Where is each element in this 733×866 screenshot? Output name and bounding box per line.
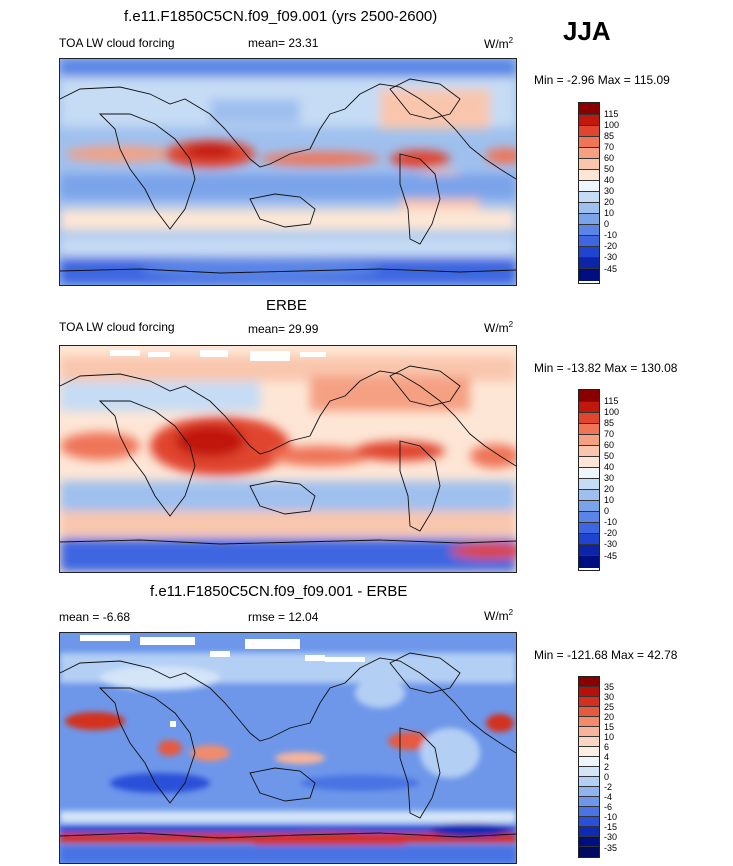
panel3-mean: mean = -6.68 [59,610,131,624]
panel2-cbar-tick: -45 [604,551,618,561]
panel2-cbar-tick: 10 [604,495,615,505]
panel1-cbar-tick: -30 [604,252,618,262]
panel3-rmse: rmse = 12.04 [248,610,319,624]
panel2-cbar-tick: 30 [604,473,615,483]
panel3-cbar-tick: 6 [604,742,610,752]
panel3-map [59,632,517,864]
season-label: JJA [563,16,611,46]
panel3-cbar-tick: -6 [604,802,613,812]
panel1-cbar-tick: 10 [604,208,615,218]
panel3-cbar-tick: -10 [604,812,618,822]
panel3-cbar-tick: -4 [604,792,613,802]
panel3-title: f.e11.F1850C5CN.f09_f09.001 - ERBE [150,583,408,600]
panel2-map-field [60,346,516,572]
panel1-cbar-tick: 70 [604,142,615,152]
panel1-map [59,58,517,286]
panel1-cbar-tick: 50 [604,164,615,174]
panel2-cbar-tick: 40 [604,462,615,472]
panel2-cbar-tick: 50 [604,451,615,461]
panel1-minmax: Min = -2.96 Max = 115.09 [534,73,670,87]
panel1-colorbar [578,102,600,284]
panel3-cbar-tick: 2 [604,762,610,772]
panel2-title: ERBE [266,297,307,314]
panel3-cbar-tick: 30 [604,692,615,702]
panel3-units: W/m2 [484,608,514,623]
panel1-cbar-tick: 60 [604,153,615,163]
panel2-mean: mean= 29.99 [248,322,319,336]
panel2-minmax: Min = -13.82 Max = 130.08 [534,361,678,375]
panel1-cbar-tick: 100 [604,120,620,130]
panel3-cbar-tick: 0 [604,772,610,782]
panel1-units: W/m2 [484,36,514,51]
panel3-cbar-tick: -2 [604,782,613,792]
panel1-cbar-tick: 40 [604,175,615,185]
panel3-map-field [60,633,516,863]
panel3-cbar-tick: 35 [604,682,615,692]
panel2-cbar-tick: 70 [604,429,615,439]
panel1-field-label: TOA LW cloud forcing [59,36,175,50]
panel1-title: f.e11.F1850C5CN.f09_f09.001 (yrs 2500-26… [124,8,438,25]
panel2-cbar-tick: 85 [604,418,615,428]
panel2-cbar-tick: 0 [604,506,610,516]
panel3-cbar-tick: 15 [604,722,615,732]
panel3-cbar-tick: 4 [604,752,610,762]
panel2-map [59,345,517,573]
panel1-cbar-tick: 30 [604,186,615,196]
panel1-cbar-tick: -45 [604,264,618,274]
panel2-cbar-tick: -10 [604,517,618,527]
panel3-cbar-tick: 25 [604,702,615,712]
panel3-cbar-tick: -35 [604,843,618,853]
panel3-cbar-tick: 20 [604,712,615,722]
panel1-cbar-tick: 20 [604,197,615,207]
panel1-map-field [60,59,516,285]
panel3-colorbar [578,676,600,858]
panel2-units: W/m2 [484,320,514,335]
panel1-cbar-tick: -10 [604,230,618,240]
panel1-mean: mean= 23.31 [248,36,319,50]
panel2-cbar-tick: 20 [604,484,615,494]
panel2-field-label: TOA LW cloud forcing [59,320,175,334]
panel2-cbar-tick: 115 [604,396,619,406]
panel3-cbar-tick: -30 [604,832,618,842]
panel1-cbar-tick: -20 [604,241,618,251]
panel2-cbar-tick: 100 [604,407,620,417]
panel3-minmax: Min = -121.68 Max = 42.78 [534,648,678,662]
panel3-cbar-tick: -15 [604,822,618,832]
panel1-cbar-tick: 115 [604,109,619,119]
panel2-colorbar [578,389,600,571]
panel1-cbar-tick: 0 [604,219,610,229]
panel2-cbar-tick: 60 [604,440,615,450]
panel1-cbar-tick: 85 [604,131,615,141]
panel3-cbar-tick: 10 [604,732,615,742]
panel2-cbar-tick: -30 [604,539,618,549]
panel2-cbar-tick: -20 [604,528,618,538]
